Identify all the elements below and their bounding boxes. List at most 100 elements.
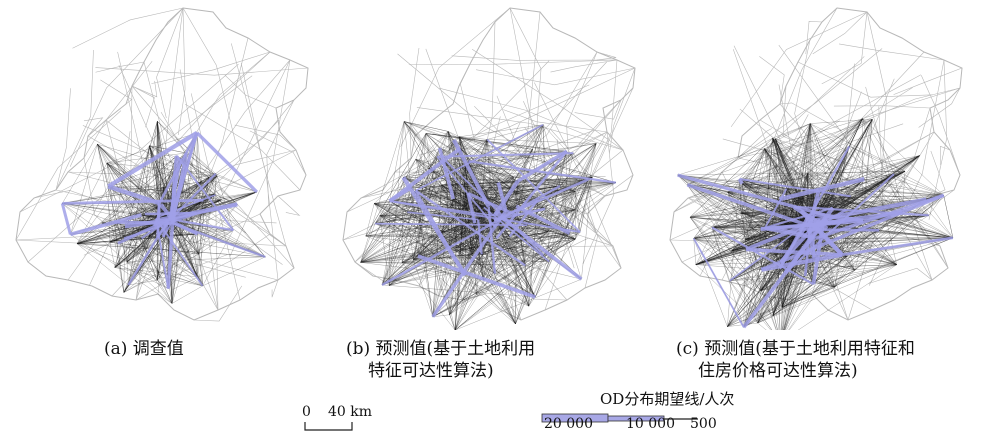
od-line — [741, 138, 776, 184]
district-boundary — [566, 51, 598, 234]
od-line-heavy — [763, 188, 788, 229]
district-boundary — [812, 11, 868, 55]
od-line — [197, 234, 200, 255]
od-line-heavy — [169, 172, 217, 221]
district-boundary — [738, 277, 750, 287]
od-line — [535, 179, 589, 298]
od-desire-lines — [60, 121, 266, 304]
district-boundary — [172, 233, 271, 290]
od-line — [379, 215, 478, 240]
od-line — [374, 201, 390, 224]
od-line — [404, 121, 449, 132]
od-line — [157, 121, 169, 220]
district-boundary — [95, 61, 145, 73]
district-boundary — [872, 185, 949, 269]
od-line-heavy — [811, 220, 826, 285]
od-line — [807, 118, 863, 174]
od-line — [198, 176, 209, 255]
district-boundary — [83, 60, 153, 159]
od-line — [432, 314, 450, 317]
od-legend: OD分布期望线/人次 20 000 10 000 500 — [540, 388, 790, 444]
od-line — [482, 185, 561, 196]
od-line-heavy — [813, 197, 927, 223]
district-boundary — [794, 39, 811, 165]
od-line — [687, 137, 773, 185]
od-line — [775, 138, 944, 196]
od-line-heavy — [107, 131, 199, 189]
od-line — [198, 230, 234, 255]
od-line-heavy — [760, 206, 834, 231]
od-line — [575, 177, 593, 240]
od-line — [198, 254, 203, 286]
od-line — [482, 254, 496, 274]
od-line — [810, 123, 929, 216]
od-line — [427, 260, 477, 295]
od-line — [454, 210, 506, 330]
od-line — [360, 238, 497, 263]
od-line — [711, 171, 906, 228]
od-line — [810, 123, 906, 172]
scale-distance-label: 40 km — [328, 404, 373, 420]
od-line — [76, 237, 158, 244]
od-line — [484, 227, 544, 256]
od-line-heavy — [467, 191, 516, 217]
od-line — [459, 136, 533, 150]
od-line — [690, 119, 873, 218]
od-line — [813, 189, 897, 265]
od-line — [374, 203, 408, 213]
od-line-heavy — [778, 177, 865, 202]
district-boundary — [459, 61, 476, 142]
od-line — [485, 182, 499, 191]
od-line — [106, 162, 159, 218]
od-line — [780, 307, 783, 330]
od-line-heavy — [745, 247, 843, 257]
district-boundary — [192, 99, 295, 192]
district-boundary — [451, 55, 618, 61]
od-line — [687, 184, 732, 252]
district-boundary — [354, 261, 451, 286]
od-line — [729, 237, 953, 281]
od-line — [413, 254, 544, 260]
od-line-heavy — [811, 210, 903, 228]
od-line — [854, 199, 927, 271]
od-line-heavy — [711, 226, 814, 286]
od-line — [109, 242, 116, 268]
district-boundary — [439, 87, 624, 151]
od-line — [484, 227, 566, 230]
district-boundary — [131, 85, 155, 128]
district-boundary — [779, 102, 842, 131]
od-line — [542, 124, 567, 152]
od-line-heavy — [62, 198, 204, 205]
od-map-landuse-housing-prediction — [669, 7, 963, 330]
district-boundary — [193, 51, 271, 137]
district-boundary — [193, 285, 243, 322]
od-line — [535, 261, 550, 298]
district-boundary — [805, 20, 823, 55]
od-line — [123, 233, 198, 293]
od-line — [849, 118, 863, 147]
district-boundary — [737, 128, 772, 159]
district-boundary — [503, 109, 608, 133]
district-boundary — [737, 48, 883, 159]
od-line — [761, 216, 784, 270]
od-line — [581, 177, 593, 280]
od-line-heavy — [729, 228, 800, 282]
od-line — [846, 220, 864, 257]
od-line — [180, 212, 266, 258]
od-line-heavy — [195, 131, 259, 194]
od-line — [788, 173, 895, 330]
od-line — [775, 123, 811, 139]
od-line — [401, 192, 516, 263]
od-line — [849, 146, 906, 172]
legend-value-20000: 20 000 — [544, 416, 593, 432]
od-map-landuse-prediction — [342, 7, 636, 330]
od-line-heavy — [778, 145, 851, 270]
od-line — [381, 207, 484, 286]
od-line — [846, 209, 953, 238]
od-line — [476, 143, 597, 295]
od-line-heavy — [760, 193, 945, 272]
caption-c: (c) 预测值(基于土地利用特征和 住房价格可达性算法) — [676, 338, 915, 382]
od-line — [690, 196, 851, 218]
district-boundary — [187, 59, 291, 196]
od-line — [123, 230, 234, 293]
